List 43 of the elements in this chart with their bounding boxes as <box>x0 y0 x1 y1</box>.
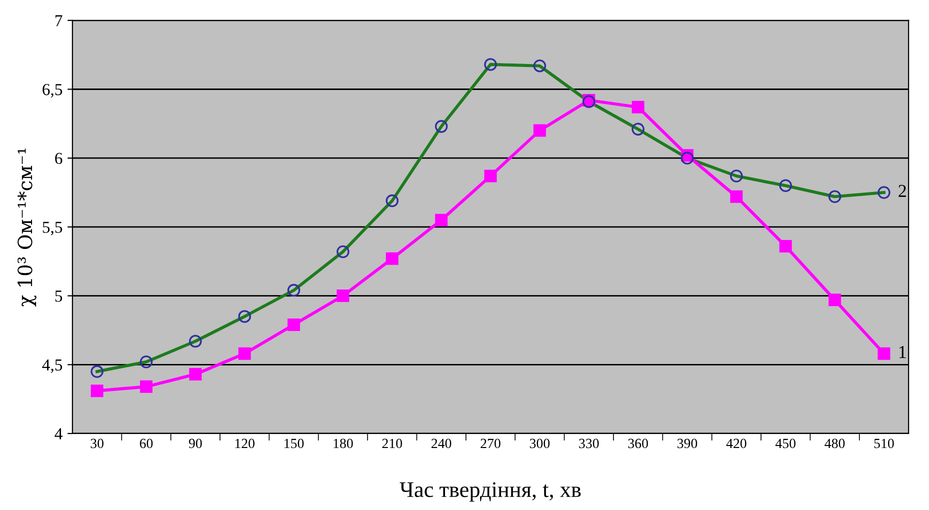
point <box>435 214 448 226</box>
point <box>336 290 350 302</box>
x-tick-label: 60 <box>140 438 153 448</box>
x-tick-label: 300 <box>530 438 550 448</box>
y-tick-label: 4 <box>54 428 62 440</box>
y-tick-label: 6,5 <box>42 84 62 98</box>
y-tick-label: 4,5 <box>42 359 62 373</box>
x-tick-label: 240 <box>432 438 452 448</box>
y-tick-label: 6 <box>55 152 62 164</box>
point <box>533 124 546 137</box>
y-axis-title: χ 10³ Ом⁻¹*см⁻¹ <box>18 148 36 307</box>
point <box>828 294 842 306</box>
x-tick-label: 120 <box>235 438 254 448</box>
x-tick-label: 270 <box>480 438 500 448</box>
x-tick-label: 30 <box>90 438 104 448</box>
x-tick-label: 330 <box>579 438 599 448</box>
point <box>238 347 251 360</box>
point <box>632 100 644 114</box>
x-tick-label: 510 <box>874 438 894 448</box>
x-tick-label: 360 <box>628 438 648 448</box>
point <box>140 380 152 393</box>
x-tick-label: 90 <box>188 438 202 448</box>
y-tick-label: 5,5 <box>42 222 62 236</box>
x-axis-title: Час твердіння, t, хв <box>400 482 581 502</box>
point <box>288 318 300 331</box>
y-tick-label: 7 <box>56 15 62 26</box>
x-tick-label: 390 <box>677 438 698 448</box>
point <box>484 170 497 182</box>
point <box>90 384 104 398</box>
series-label: 2 <box>898 184 906 197</box>
point <box>386 252 398 265</box>
point <box>878 347 890 360</box>
point <box>779 240 792 252</box>
x-tick-label: 180 <box>334 438 353 448</box>
x-tick-label: 210 <box>382 438 402 448</box>
point <box>189 368 202 381</box>
series-label: 1 <box>899 346 906 358</box>
y-tick-label: 5 <box>55 290 62 302</box>
x-tick-label: 420 <box>726 438 746 448</box>
point <box>730 190 743 203</box>
x-tick-label: 450 <box>775 438 796 448</box>
x-tick-label: 150 <box>284 438 304 448</box>
x-tick-label: 480 <box>824 438 845 448</box>
